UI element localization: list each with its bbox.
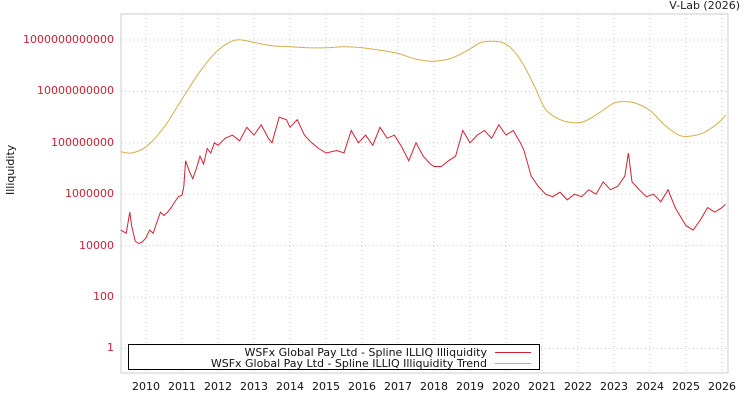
y-tick-label: 10000 bbox=[79, 238, 114, 252]
legend-item-trend: WSFx Global Pay Ltd - Spline ILLIQ Illiq… bbox=[210, 356, 531, 370]
legend-swatch-red bbox=[495, 351, 531, 353]
x-tick-label: 2015 bbox=[312, 380, 340, 393]
x-tick-label: 2024 bbox=[636, 380, 664, 393]
y-axis-label: Illiquidity bbox=[4, 144, 17, 195]
legend-swatch-gold bbox=[495, 362, 531, 364]
x-tick-label: 2018 bbox=[420, 380, 448, 393]
x-tick-label: 2010 bbox=[132, 380, 160, 393]
y-tick-label: 1 bbox=[107, 341, 114, 355]
legend: WSFx Global Pay Ltd - Spline ILLIQ Illiq… bbox=[128, 344, 540, 370]
x-tick-label: 2023 bbox=[600, 380, 628, 393]
x-tick-label: 2013 bbox=[240, 380, 268, 393]
source-credit: V-Lab (2026) bbox=[669, 0, 740, 12]
x-tick-label: 2026 bbox=[708, 380, 736, 393]
y-tick-label: 1000000000000 bbox=[23, 33, 114, 46]
x-tick-label: 2019 bbox=[456, 380, 484, 393]
legend-item-illiquidity: WSFx Global Pay Ltd - Spline ILLIQ Illiq… bbox=[244, 345, 531, 359]
x-tick-label: 2016 bbox=[348, 380, 376, 393]
x-tick-label: 2025 bbox=[672, 380, 700, 393]
x-tick-label: 2011 bbox=[168, 380, 196, 393]
legend-label: WSFx Global Pay Ltd - Spline ILLIQ Illiq… bbox=[210, 356, 487, 370]
illiquidity-line bbox=[120, 116, 726, 245]
x-tick-label: 2012 bbox=[204, 380, 232, 393]
x-tick-label: 2022 bbox=[564, 380, 592, 393]
y-tick-label: 100 bbox=[93, 290, 114, 303]
x-tick-label: 2014 bbox=[276, 380, 304, 393]
x-tick-label: 2020 bbox=[492, 380, 520, 393]
x-tick-label: 2017 bbox=[384, 380, 412, 393]
y-tick-label: 1000000 bbox=[65, 187, 114, 201]
trend-line bbox=[120, 39, 726, 154]
x-tick-label: 2021 bbox=[528, 380, 556, 393]
plot-area bbox=[120, 13, 729, 374]
legend-label: WSFx Global Pay Ltd - Spline ILLIQ Illiq… bbox=[244, 345, 487, 359]
y-tick-label: 10000000000 bbox=[37, 84, 114, 98]
y-tick-label: 100000000 bbox=[51, 135, 114, 149]
